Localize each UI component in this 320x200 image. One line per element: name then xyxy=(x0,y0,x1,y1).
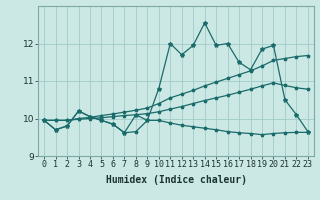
X-axis label: Humidex (Indice chaleur): Humidex (Indice chaleur) xyxy=(106,175,246,185)
